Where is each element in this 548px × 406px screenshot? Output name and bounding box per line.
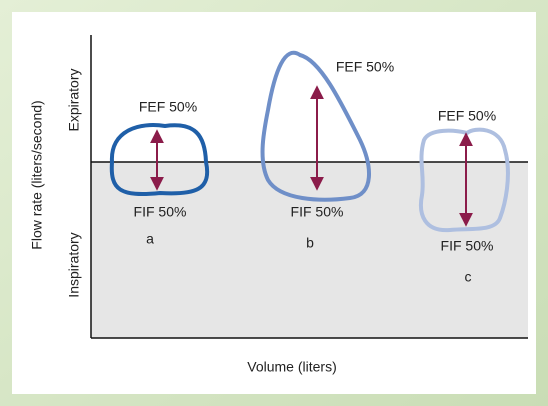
fef-label: FEF 50% (336, 59, 394, 75)
region-label: Inspiratory (66, 232, 82, 297)
x-axis-label: Volume (liters) (247, 359, 336, 375)
loop (260, 51, 371, 202)
fif-label: FIF 50% (441, 238, 494, 254)
fef-label: FEF 50% (438, 108, 496, 124)
y-axis-label: Flow rate (liters/second) (29, 100, 45, 249)
loop-label: b (306, 235, 314, 251)
loop (109, 123, 210, 196)
loop-label: a (146, 231, 154, 247)
region-label: Expiratory (66, 68, 82, 131)
fif-label: FIF 50% (291, 204, 344, 220)
fef-label: FEF 50% (139, 99, 197, 115)
loop-label: c (465, 269, 472, 285)
fif-label: FIF 50% (134, 204, 187, 220)
